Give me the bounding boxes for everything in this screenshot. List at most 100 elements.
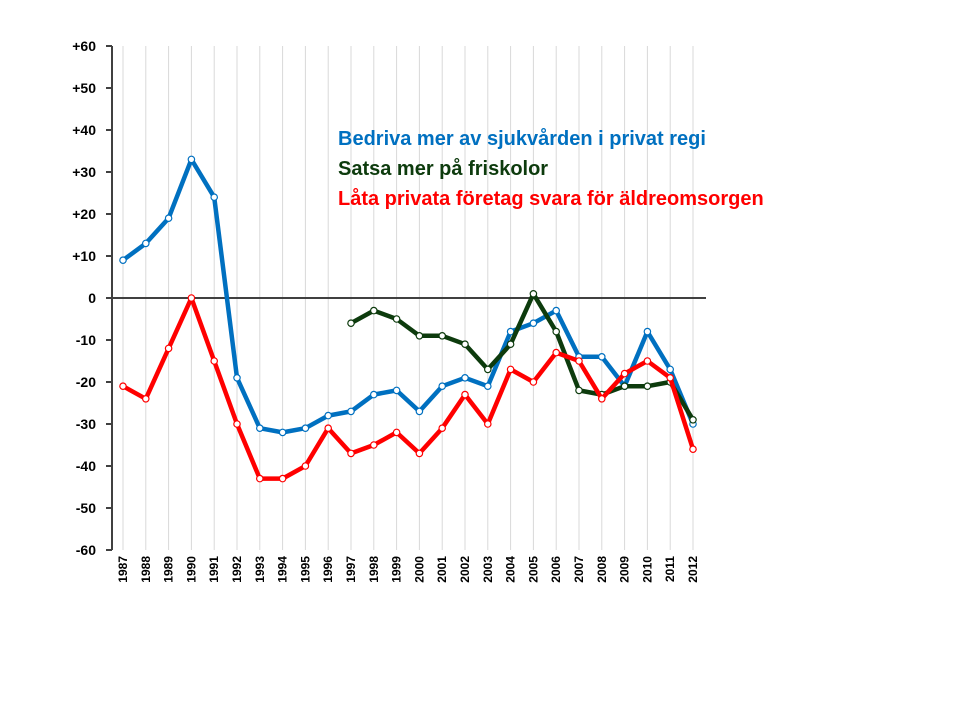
- data-point: [164, 214, 173, 223]
- data-point: [392, 428, 401, 437]
- x-tick-label: 1993: [253, 556, 267, 583]
- x-tick-label: 1987: [116, 556, 130, 583]
- data-point: [210, 193, 219, 202]
- data-point: [369, 390, 378, 399]
- data-point: [506, 365, 515, 374]
- data-point: [415, 407, 424, 416]
- x-tick-label: 1992: [230, 556, 244, 583]
- data-point: [620, 382, 629, 391]
- data-point: [597, 352, 606, 361]
- series-2: [347, 289, 697, 424]
- data-point: [438, 424, 447, 433]
- x-tick-label: 1994: [276, 556, 290, 583]
- data-point: [301, 462, 310, 470]
- data-point: [506, 327, 515, 336]
- data-point: [552, 327, 561, 336]
- data-point: [255, 424, 264, 433]
- x-tick-label: 2010: [640, 556, 654, 583]
- data-point: [575, 357, 583, 365]
- data-point: [415, 449, 424, 458]
- x-tick-label: 1998: [367, 556, 381, 583]
- x-tick-label: 2003: [481, 556, 495, 583]
- x-tick-label: 1997: [344, 556, 358, 583]
- legend-item-series-2: Satsa mer på friskolor: [338, 158, 549, 180]
- series-line: [348, 291, 696, 423]
- y-tick-label: -60: [76, 542, 96, 558]
- y-tick-label: +60: [72, 38, 96, 54]
- legend-item-series-3: Låta privata företag svara för äldreomso…: [338, 188, 764, 210]
- legend: Bedriva mer av sjukvården i privat regi …: [338, 124, 764, 214]
- data-point: [392, 315, 401, 323]
- y-tick-label: +30: [72, 164, 96, 180]
- data-point: [369, 306, 378, 315]
- y-tick-label: -30: [76, 416, 96, 432]
- series-lines: [119, 155, 697, 483]
- x-tick-label: 2002: [458, 556, 472, 583]
- data-point: [552, 306, 561, 315]
- x-tick-label: 2001: [435, 556, 449, 583]
- y-tick-label: 0: [88, 290, 96, 306]
- x-tick-label: 1991: [207, 556, 221, 583]
- data-point: [643, 327, 652, 336]
- data-point: [643, 382, 652, 391]
- x-tick-label: 1989: [162, 556, 176, 583]
- data-point: [278, 474, 287, 483]
- data-point: [529, 289, 538, 298]
- y-tick-label: +10: [72, 248, 96, 264]
- data-point: [461, 373, 469, 382]
- data-point: [119, 256, 127, 265]
- data-point: [392, 386, 401, 395]
- x-tick-label: 1990: [184, 556, 198, 583]
- x-ticks: 1987 1988 1989 1990 1991 1992 1993 1994 1995 1996…: [116, 556, 700, 583]
- data-point: [187, 155, 196, 164]
- data-point: [324, 411, 333, 420]
- y-ticks: +60 +50 +40 +30 +20 +10 0 -10 -20 -30 -40 -50 -60: [72, 38, 112, 558]
- x-tick-label: 1996: [321, 556, 335, 583]
- y-tick-label: +40: [72, 122, 96, 138]
- data-point: [255, 474, 264, 483]
- x-tick-label: 2009: [618, 556, 632, 583]
- data-point: [347, 407, 355, 416]
- data-point: [438, 331, 447, 340]
- data-point: [552, 348, 561, 357]
- legend-item-series-1: Bedriva mer av sjukvården i privat regi: [338, 128, 706, 150]
- x-tick-label: 2007: [572, 556, 586, 583]
- data-point: [278, 428, 287, 437]
- data-point: [620, 369, 629, 378]
- data-point: [461, 340, 469, 349]
- data-point: [506, 340, 515, 349]
- data-point: [415, 331, 424, 340]
- y-tick-label: -20: [76, 374, 96, 390]
- series-line: [120, 295, 696, 481]
- data-point: [666, 365, 675, 374]
- y-tick-label: -10: [76, 332, 96, 348]
- series-3: [119, 294, 697, 483]
- x-tick-label: 2008: [595, 556, 609, 583]
- data-point: [119, 382, 127, 391]
- data-point: [210, 357, 219, 365]
- x-tick-label: 2006: [549, 556, 563, 583]
- x-tick-label: 2005: [526, 556, 540, 583]
- data-point: [666, 373, 675, 382]
- data-point: [324, 424, 333, 433]
- x-tick-label: 1988: [139, 556, 153, 583]
- data-point: [142, 394, 150, 403]
- data-point: [483, 420, 492, 428]
- data-point: [529, 378, 538, 386]
- x-tick-label: 2011: [663, 556, 677, 582]
- x-tick-label: 2012: [686, 556, 700, 583]
- y-tick-label: -40: [76, 458, 96, 474]
- y-tick-label: -50: [76, 500, 96, 516]
- data-point: [461, 390, 469, 399]
- x-tick-label: 2004: [504, 556, 518, 583]
- data-point: [483, 382, 492, 391]
- data-point: [233, 420, 241, 428]
- data-point: [369, 441, 378, 449]
- data-point: [301, 424, 310, 433]
- data-point: [438, 382, 447, 391]
- x-tick-label: 1999: [390, 556, 404, 583]
- y-tick-label: +20: [72, 206, 96, 222]
- data-point: [142, 239, 150, 248]
- x-tick-label: 2000: [412, 556, 426, 583]
